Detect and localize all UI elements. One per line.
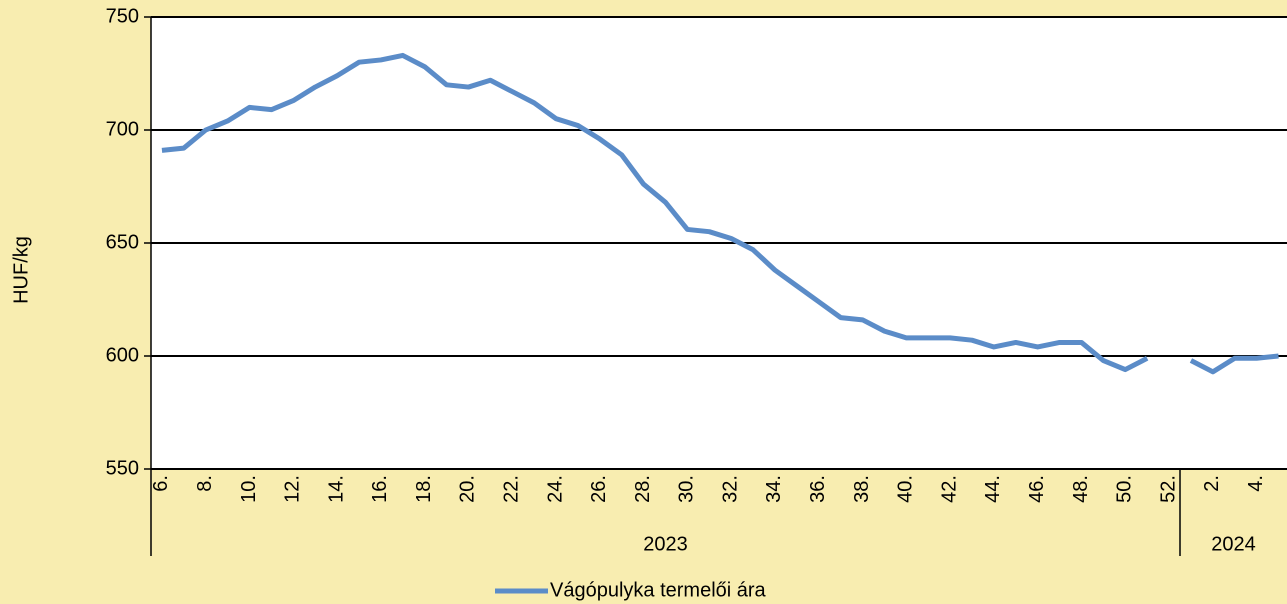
x-tick-label: 22.	[501, 475, 523, 503]
y-tick-label: 550	[106, 457, 139, 479]
x-tick-label: 14.	[325, 475, 347, 503]
x-tick-label: 28.	[632, 475, 654, 503]
x-tick-label: 10.	[238, 475, 260, 503]
x-tick-label: 12.	[282, 475, 304, 503]
y-tick-label: 750	[106, 5, 139, 27]
x-tick-label: 52.	[1157, 475, 1179, 503]
y-axis-label: HUF/kg	[10, 236, 32, 304]
x-tick-label: 2.	[1201, 475, 1223, 492]
x-tick-label: 42.	[938, 475, 960, 503]
x-tick-label: 4.	[1245, 475, 1267, 492]
x-tick-label: 44.	[982, 475, 1004, 503]
x-tick-label: 26.	[588, 475, 610, 503]
x-tick-label: 38.	[851, 475, 873, 503]
x-tick-label: 20.	[457, 475, 479, 503]
x-tick-label: 16.	[369, 475, 391, 503]
legend-label: Vágópulyka termelői ára	[550, 579, 767, 601]
x-tick-label: 36.	[807, 475, 829, 503]
x-tick-label: 48.	[1070, 475, 1092, 503]
group-label: 2023	[643, 533, 688, 555]
x-tick-label: 18.	[413, 475, 435, 503]
x-tick-label: 50.	[1114, 475, 1136, 503]
x-tick-label: 8.	[194, 475, 216, 492]
y-tick-label: 600	[106, 344, 139, 366]
x-tick-label: 24.	[544, 475, 566, 503]
x-tick-label: 40.	[895, 475, 917, 503]
group-label: 2024	[1211, 533, 1256, 555]
x-tick-label: 30.	[676, 475, 698, 503]
x-tick-label: 6.	[150, 475, 172, 492]
y-tick-label: 700	[106, 118, 139, 140]
line-series	[161, 52, 1279, 375]
x-tick-label: 34.	[763, 475, 785, 503]
x-tick-label: 46.	[1026, 475, 1048, 503]
y-tick-label: 650	[106, 231, 139, 253]
x-tick-label: 32.	[719, 475, 741, 503]
